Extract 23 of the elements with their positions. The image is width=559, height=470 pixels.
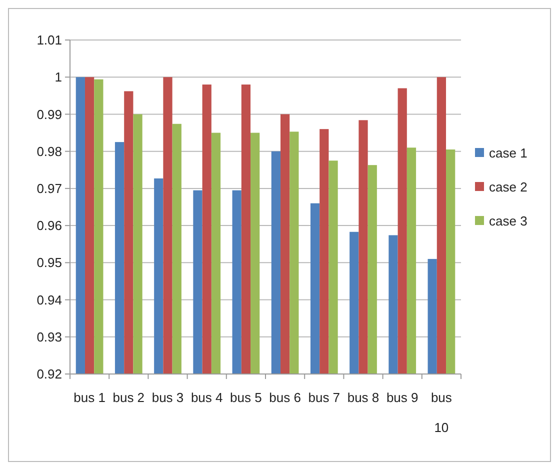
y-tick-label: 0.97	[36, 180, 62, 196]
x-tick-label: bus 3	[152, 390, 184, 405]
y-tick-label: 0.94	[36, 292, 62, 308]
y-tick-label: 0.99	[36, 106, 62, 122]
x-tick-label: bus 8	[347, 390, 380, 405]
x-tick-label: bus 5	[230, 390, 262, 405]
y-tick-label: 0.92	[36, 366, 62, 382]
y-tick-label: 0.95	[36, 255, 62, 270]
y-tick-label: 0.98	[36, 144, 62, 159]
legend-label: case 1	[489, 146, 528, 161]
legend-label: case 2	[489, 180, 528, 195]
x-tick-label: bus 6	[269, 390, 301, 405]
x-tick-label: bus 7	[308, 390, 340, 405]
x-tick-label: bus 10	[430, 390, 452, 435]
x-tick-label: bus 1	[74, 390, 106, 405]
y-tick-label: 0.96	[36, 218, 62, 234]
y-tick-label: 1.01	[36, 32, 62, 48]
y-tick-label: 1	[54, 70, 62, 85]
x-tick-label: bus 4	[190, 390, 223, 405]
legend-label: case 3	[489, 214, 528, 229]
y-tick-label: 0.93	[36, 329, 62, 344]
x-tick-label: bus 2	[112, 390, 145, 405]
x-tick-label: bus 9	[386, 390, 418, 405]
